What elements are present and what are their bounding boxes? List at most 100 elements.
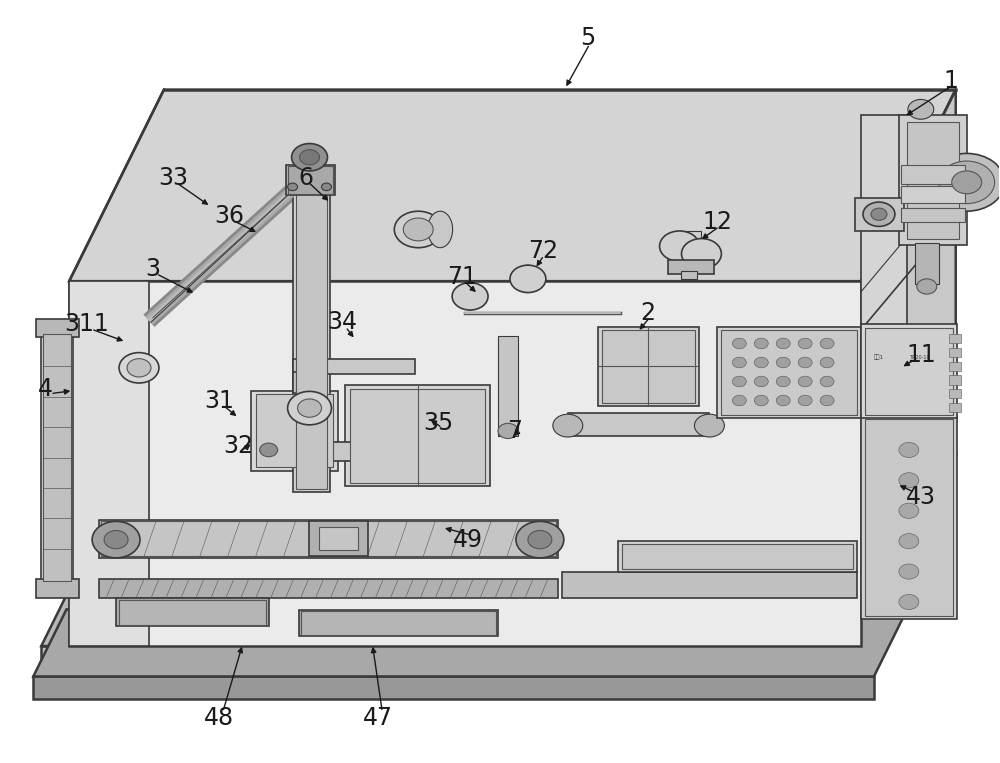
Polygon shape [296, 186, 327, 489]
Circle shape [403, 218, 433, 241]
Circle shape [917, 278, 937, 294]
Circle shape [820, 395, 834, 406]
Text: 5: 5 [580, 26, 595, 50]
Polygon shape [899, 115, 967, 245]
Text: 2: 2 [640, 301, 655, 325]
Circle shape [952, 171, 982, 194]
Circle shape [732, 338, 746, 349]
Polygon shape [319, 527, 358, 550]
Circle shape [510, 266, 546, 292]
Circle shape [798, 376, 812, 387]
Circle shape [798, 395, 812, 406]
Polygon shape [36, 319, 79, 337]
Ellipse shape [517, 266, 539, 292]
Polygon shape [861, 324, 957, 418]
Polygon shape [622, 544, 853, 568]
Polygon shape [717, 327, 861, 418]
Polygon shape [598, 327, 699, 406]
Circle shape [288, 183, 298, 191]
Circle shape [288, 391, 331, 425]
Text: 输入1: 输入1 [874, 354, 884, 359]
Circle shape [776, 338, 790, 349]
Polygon shape [43, 334, 71, 581]
Polygon shape [901, 208, 965, 222]
Polygon shape [36, 579, 79, 598]
Text: 36: 36 [214, 204, 244, 228]
Polygon shape [99, 579, 558, 598]
Text: 11: 11 [906, 343, 936, 367]
Circle shape [394, 211, 442, 248]
Polygon shape [293, 372, 320, 393]
Text: 12: 12 [702, 210, 732, 233]
Circle shape [776, 395, 790, 406]
Polygon shape [568, 414, 709, 436]
Circle shape [820, 376, 834, 387]
Polygon shape [602, 330, 695, 403]
Polygon shape [949, 362, 961, 371]
Polygon shape [251, 391, 338, 472]
Polygon shape [949, 334, 961, 343]
Circle shape [300, 150, 320, 165]
Polygon shape [99, 520, 558, 558]
Polygon shape [271, 443, 415, 462]
Circle shape [899, 564, 919, 579]
Polygon shape [915, 243, 939, 284]
Polygon shape [562, 571, 857, 598]
Polygon shape [350, 389, 485, 483]
Polygon shape [299, 610, 498, 636]
Polygon shape [69, 89, 956, 281]
Circle shape [798, 357, 812, 368]
Circle shape [681, 239, 721, 269]
Circle shape [694, 414, 724, 437]
Circle shape [899, 473, 919, 488]
Circle shape [899, 443, 919, 458]
Text: 1: 1 [943, 69, 958, 93]
Circle shape [776, 357, 790, 368]
Text: 33: 33 [158, 166, 188, 190]
Polygon shape [288, 166, 333, 194]
Text: 311: 311 [64, 313, 109, 336]
Polygon shape [498, 336, 518, 436]
Text: 32: 32 [224, 434, 254, 458]
Circle shape [908, 99, 934, 119]
Polygon shape [865, 327, 953, 415]
Circle shape [553, 414, 583, 437]
Ellipse shape [459, 282, 481, 310]
Polygon shape [861, 416, 957, 619]
Text: 35: 35 [423, 411, 453, 436]
Polygon shape [949, 348, 961, 357]
Polygon shape [618, 541, 857, 571]
Text: 72: 72 [528, 239, 558, 262]
Circle shape [939, 161, 995, 204]
Polygon shape [69, 281, 149, 646]
Polygon shape [309, 521, 368, 556]
Polygon shape [286, 165, 335, 195]
Text: 4: 4 [38, 377, 53, 401]
Polygon shape [865, 419, 953, 616]
Polygon shape [41, 646, 867, 678]
Circle shape [732, 395, 746, 406]
Polygon shape [119, 600, 266, 625]
Polygon shape [907, 121, 959, 239]
Polygon shape [293, 184, 330, 491]
Text: TR20-10: TR20-10 [909, 355, 929, 359]
Circle shape [104, 530, 128, 549]
Text: 6: 6 [298, 166, 313, 190]
Polygon shape [41, 569, 905, 646]
Text: 71: 71 [447, 265, 477, 288]
Text: 34: 34 [327, 311, 357, 334]
Circle shape [871, 208, 887, 221]
Circle shape [119, 353, 159, 383]
Circle shape [92, 521, 140, 558]
Circle shape [899, 594, 919, 610]
Circle shape [820, 338, 834, 349]
Polygon shape [855, 198, 904, 231]
Polygon shape [901, 186, 965, 203]
Text: 31: 31 [204, 388, 234, 413]
Circle shape [127, 359, 151, 377]
Circle shape [732, 357, 746, 368]
Polygon shape [345, 385, 490, 486]
Circle shape [798, 338, 812, 349]
Circle shape [929, 153, 1000, 211]
Circle shape [660, 231, 699, 262]
